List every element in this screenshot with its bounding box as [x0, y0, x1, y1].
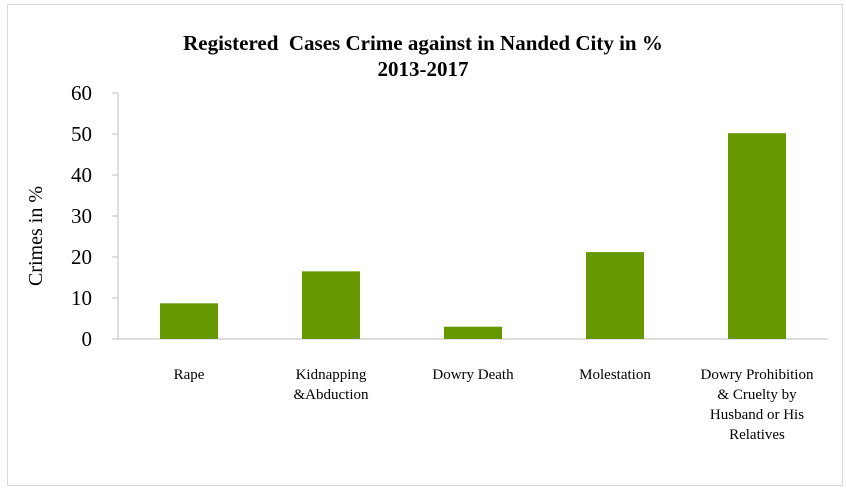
chart-title-line-2: 2013-2017 — [377, 57, 469, 81]
x-category-label: Dowry Prohibition & Cruelty by Husband or … — [701, 367, 814, 443]
bar — [160, 303, 218, 339]
bars — [160, 133, 786, 339]
bar — [302, 271, 360, 339]
y-tick-label: 30 — [71, 204, 92, 228]
y-tick-label: 60 — [71, 81, 92, 105]
chart-title: Registered Cases Crime against in Nanded… — [0, 30, 846, 82]
bar — [728, 133, 786, 339]
y-tick-label: 10 — [71, 286, 92, 310]
x-category-label-line: Dowry Death — [432, 367, 514, 383]
x-category-label-line: &Abduction — [294, 387, 369, 403]
x-category-label: Dowry Death — [432, 367, 514, 383]
chart-frame — [7, 4, 843, 486]
x-category-label-line: & Cruelty by — [717, 387, 797, 403]
x-category-label: Kidnapping &Abduction — [294, 367, 369, 403]
x-category-label-line: Rape — [174, 367, 205, 383]
bar — [586, 252, 644, 339]
x-category-label: Molestation — [579, 367, 651, 383]
y-tick-label: 0 — [82, 327, 93, 351]
x-category-label-line: Dowry Prohibition — [701, 367, 814, 383]
x-category-label-line: Husband or His — [710, 407, 804, 423]
x-category-label: Rape — [174, 367, 205, 383]
chart-title-line-1: Registered Cases Crime against in Nanded… — [183, 31, 663, 55]
bar — [444, 326, 502, 339]
y-tick-label: 40 — [71, 163, 92, 187]
y-tick-label: 20 — [71, 245, 92, 269]
y-axis-title: Crimes in % — [25, 186, 47, 286]
x-category-label-line: Relatives — [729, 427, 785, 443]
category-labels: Rape Kidnapping &Abduction Dowry Death Moles… — [174, 367, 814, 443]
x-category-label-line: Kidnapping — [296, 367, 367, 383]
y-axis-ticks: 0 10 20 30 40 50 60 — [71, 81, 118, 351]
y-tick-label: 50 — [71, 122, 92, 146]
x-category-label-line: Molestation — [579, 367, 651, 383]
